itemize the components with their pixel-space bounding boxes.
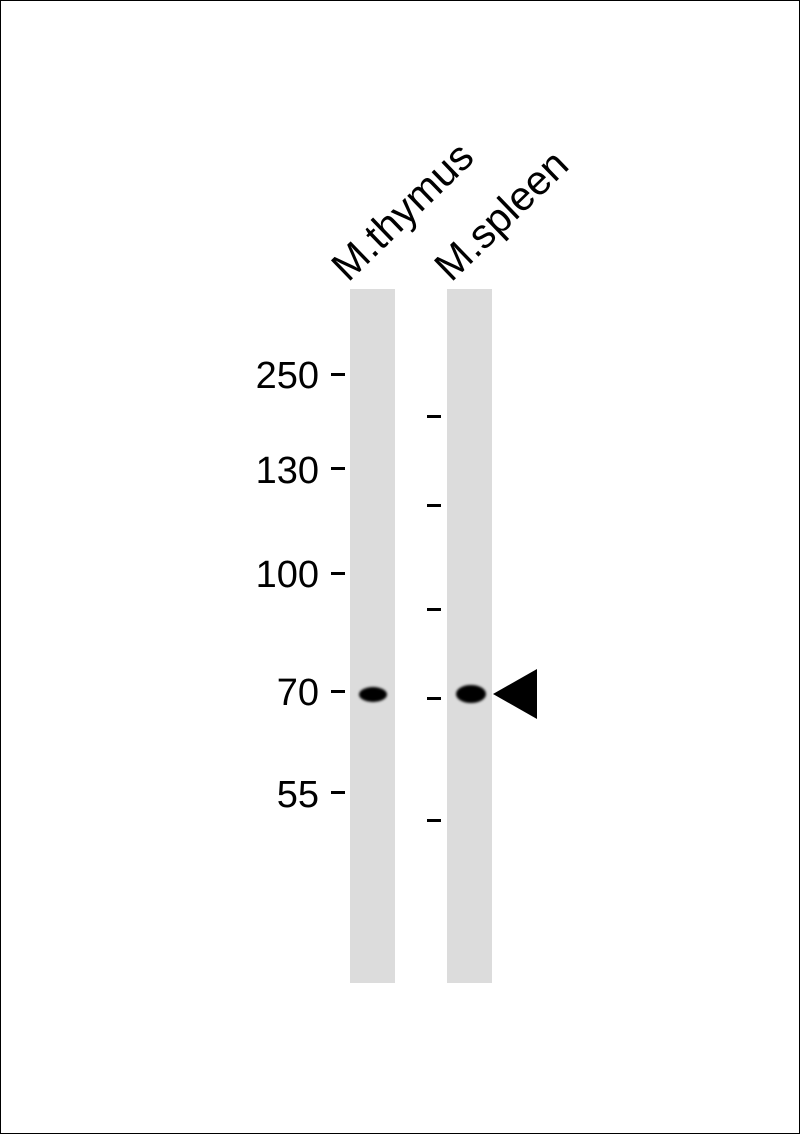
marker-tick — [331, 373, 345, 376]
marker-tick — [427, 504, 441, 507]
mw-label-55: 55 — [276, 774, 319, 816]
marker-tick — [427, 697, 441, 700]
band-spleen — [456, 685, 486, 703]
marker-tick — [427, 608, 441, 611]
marker-tick — [427, 819, 441, 822]
arrow-icon — [493, 669, 537, 719]
marker-tick — [331, 572, 345, 575]
lane-spleen — [447, 289, 492, 983]
marker-tick — [331, 791, 345, 794]
mw-label-250: 250 — [255, 355, 319, 397]
marker-tick — [331, 467, 345, 470]
marker-tick — [331, 690, 345, 693]
mw-label-70: 70 — [276, 672, 319, 714]
marker-tick — [427, 415, 441, 418]
band-thymus — [359, 687, 387, 702]
lane-thymus — [350, 289, 395, 983]
mw-label-130: 130 — [255, 450, 319, 492]
mw-label-100: 100 — [255, 554, 319, 596]
